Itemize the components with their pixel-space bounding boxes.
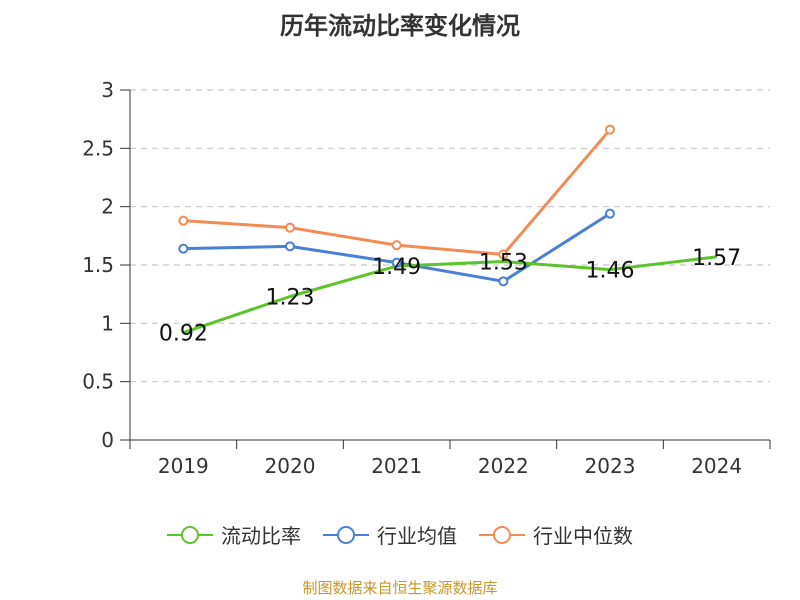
legend-item-industry-mean[interactable]: 行业均值 bbox=[323, 520, 457, 549]
series-point bbox=[285, 222, 295, 233]
legend-label: 流动比率 bbox=[221, 524, 301, 548]
y-tick-label: 2 bbox=[101, 195, 114, 219]
y-tick-label: 2.5 bbox=[82, 136, 114, 160]
series-point bbox=[285, 241, 295, 252]
axes: 0 0.5 1 1.5 2 2.5 3 2019 2020 2021 2022 2023 2024 bbox=[82, 78, 771, 478]
legend-label: 行业中位数 bbox=[533, 524, 633, 548]
y-tick-label: 3 bbox=[101, 78, 114, 102]
x-tick-label: 2020 bbox=[265, 454, 316, 478]
legend-swatch-icon bbox=[323, 525, 369, 545]
legend: 流动比率 行业均值 行业中位数 bbox=[0, 520, 800, 549]
data-labels: 0.92 1.23 1.49 1.53 1.46 1.57 bbox=[159, 246, 741, 347]
grid-lines bbox=[130, 89, 770, 383]
series-point bbox=[498, 276, 509, 287]
series-point bbox=[391, 240, 402, 251]
legend-item-industry-median[interactable]: 行业中位数 bbox=[479, 520, 633, 549]
series-lines bbox=[182, 128, 717, 335]
y-tick-label: 0 bbox=[101, 428, 114, 452]
data-label: 1.23 bbox=[266, 286, 315, 311]
x-tick-label: 2023 bbox=[585, 454, 636, 478]
data-label: 1.49 bbox=[372, 255, 421, 280]
y-tick-label: 1 bbox=[101, 311, 114, 335]
data-label: 1.57 bbox=[692, 246, 741, 271]
legend-swatch-icon bbox=[167, 525, 213, 545]
legend-swatch-icon bbox=[479, 525, 525, 545]
series-point bbox=[498, 249, 509, 260]
x-tick-label: 2024 bbox=[691, 454, 742, 478]
series-point bbox=[391, 257, 402, 268]
series-point bbox=[178, 215, 189, 226]
series-point bbox=[605, 208, 615, 219]
series-point bbox=[605, 124, 615, 135]
data-label: 1.46 bbox=[586, 259, 635, 284]
data-label: 1.53 bbox=[479, 251, 528, 276]
series-point bbox=[178, 243, 189, 254]
series-points bbox=[178, 124, 615, 287]
series-line-0 bbox=[182, 255, 717, 335]
legend-item-current-ratio[interactable]: 流动比率 bbox=[167, 520, 301, 549]
chart-title: 历年流动比率变化情况 bbox=[280, 12, 520, 40]
x-tick-label: 2022 bbox=[478, 454, 529, 478]
source-note: 制图数据来自恒生聚源数据库 bbox=[302, 579, 498, 597]
x-tick-label: 2021 bbox=[371, 454, 422, 478]
data-label: 0.92 bbox=[159, 322, 208, 347]
x-tick-label: 2019 bbox=[158, 454, 209, 478]
y-tick-label: 1.5 bbox=[82, 253, 114, 277]
legend-label: 行业均值 bbox=[377, 524, 457, 548]
y-tick-label: 0.5 bbox=[82, 370, 114, 394]
